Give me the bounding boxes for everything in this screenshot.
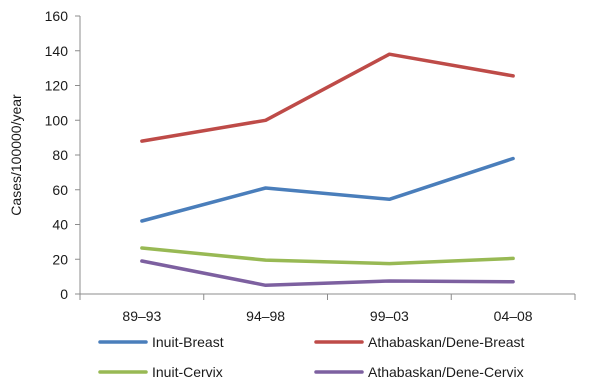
y-tick-label: 120 xyxy=(45,78,69,94)
legend-item: Inuit-Cervix xyxy=(98,364,223,380)
legend-label: Athabaskan/Dene-Breast xyxy=(368,334,525,350)
y-tick-label: 140 xyxy=(45,43,69,59)
x-tick-label: 94–98 xyxy=(246,308,285,324)
legend: Inuit-Breast Athabaskan/Dene-Breast Inuit-… xyxy=(98,334,525,380)
y-tick-label: 60 xyxy=(52,182,68,198)
y-axis-title: Cases/100000/year xyxy=(8,94,24,216)
y-axis: 0 20 40 60 80 100 120 140 160 xyxy=(45,8,81,302)
y-tick-label: 40 xyxy=(52,217,68,233)
y-tick-label: 0 xyxy=(60,286,68,302)
y-tick-label: 80 xyxy=(52,147,68,163)
series-line-3 xyxy=(140,259,515,288)
x-tick-label: 89–93 xyxy=(122,308,161,324)
legend-label: Athabaskan/Dene-Cervix xyxy=(368,364,524,380)
legend-item: Athabaskan/Dene-Breast xyxy=(314,334,525,350)
x-tick-label: 99–03 xyxy=(370,308,409,324)
series-line-0 xyxy=(140,156,515,223)
legend-label: Inuit-Cervix xyxy=(152,364,223,380)
legend-item: Athabaskan/Dene-Cervix xyxy=(314,364,524,380)
y-tick-label: 20 xyxy=(52,251,68,267)
series-layer xyxy=(140,52,515,288)
series-line-1 xyxy=(140,52,515,143)
y-tick-label: 160 xyxy=(45,8,69,24)
y-tick-label: 100 xyxy=(45,112,69,128)
x-tick-label: 04–08 xyxy=(494,308,533,324)
legend-label: Inuit-Breast xyxy=(152,334,224,350)
series-line-2 xyxy=(140,246,515,266)
legend-item: Inuit-Breast xyxy=(98,334,224,350)
x-axis: 89–93 94–98 99–03 04–08 xyxy=(79,293,576,324)
